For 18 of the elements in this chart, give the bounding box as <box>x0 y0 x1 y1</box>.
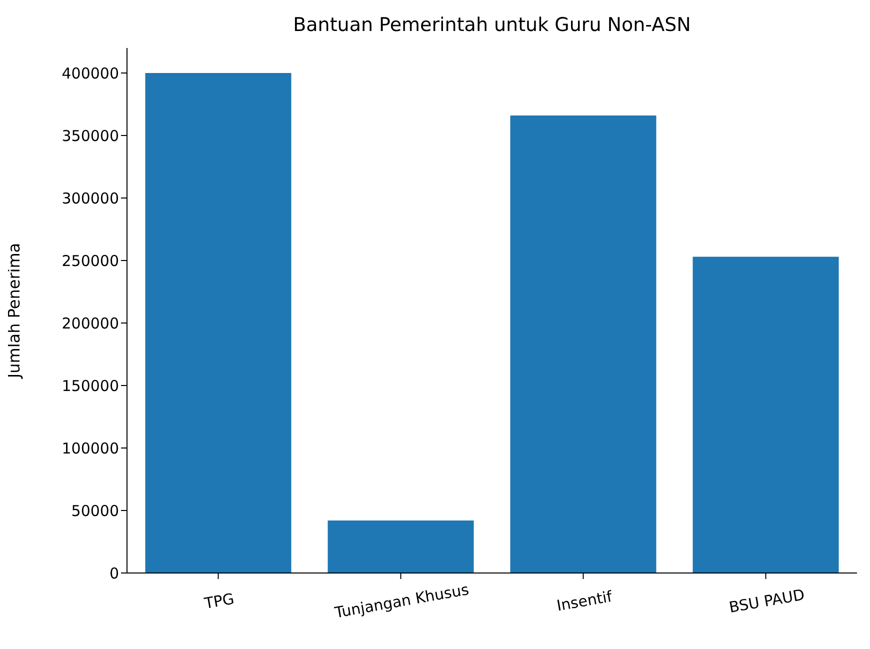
y-tick-label: 250000 <box>62 252 119 270</box>
y-tick-label: 50000 <box>71 502 119 520</box>
y-tick-label: 100000 <box>62 439 119 458</box>
x-tick-label: Insentif <box>555 587 614 615</box>
y-tick-label: 300000 <box>62 189 119 208</box>
y-tick-label: 200000 <box>62 314 119 332</box>
x-tick-label: TPG <box>202 590 236 613</box>
bar <box>328 520 474 573</box>
x-tick-label: BSU PAUD <box>728 586 806 617</box>
y-tick-label: 350000 <box>62 126 119 145</box>
bar <box>145 73 292 573</box>
bar <box>692 256 839 573</box>
bar <box>510 116 656 573</box>
chart-title: Bantuan Pemerintah untuk Guru Non-ASN <box>292 14 692 36</box>
y-tick-label: 400000 <box>62 64 119 82</box>
y-tick-label: 150000 <box>62 376 119 395</box>
x-tick-label: Tunjangan Khusus <box>332 580 470 622</box>
y-tick-label: 0 <box>109 564 119 582</box>
